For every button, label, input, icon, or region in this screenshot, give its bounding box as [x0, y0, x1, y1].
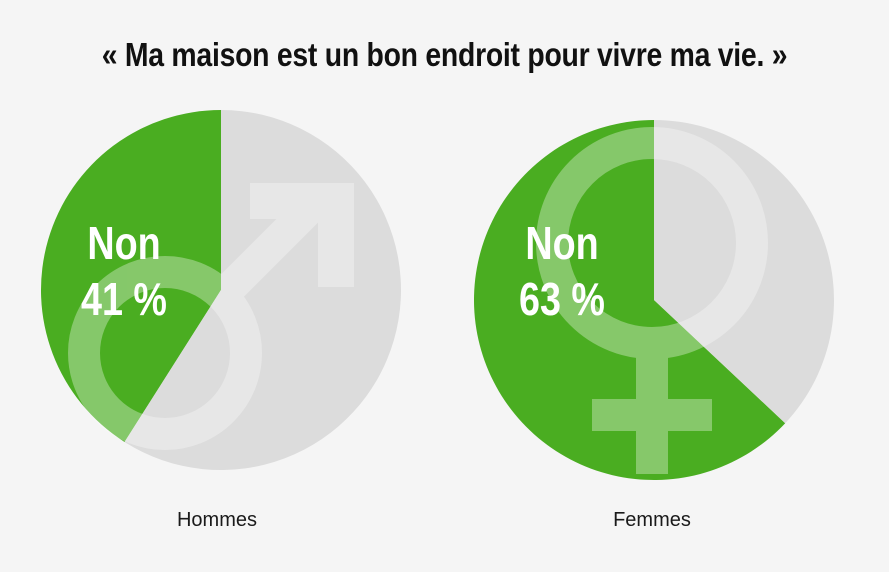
pie-chart-femmes: [473, 120, 834, 480]
pie-slice-rest: [124, 110, 401, 470]
slice-label: Non: [87, 217, 161, 269]
pie-slice-non: [473, 120, 786, 480]
group-label-hommes: Hommes: [176, 509, 257, 531]
pie-label-hommes: Non 41 %: [75, 215, 173, 327]
group-label-femmes: Femmes: [613, 509, 691, 531]
chart-title: « Ma maison est un bon endroit pour vivr…: [101, 36, 788, 73]
slice-value: 41 %: [81, 273, 167, 325]
male-symbol-icon: [68, 183, 354, 450]
slice-label: Non: [525, 217, 599, 269]
pie-slice-rest: [654, 120, 834, 424]
pie-label-femmes: Non 63 %: [513, 215, 611, 327]
pie-chart-hommes: [40, 109, 401, 470]
pie-slice-non: [40, 109, 221, 442]
female-symbol-icon: [536, 127, 768, 474]
slice-value: 63 %: [519, 273, 605, 325]
